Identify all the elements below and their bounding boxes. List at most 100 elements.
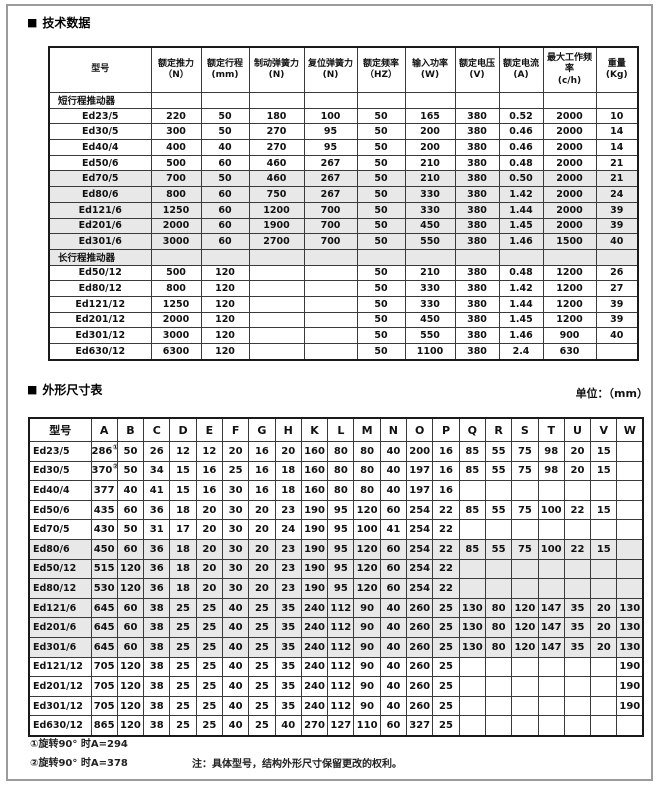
cell: 50 xyxy=(356,139,406,156)
cell: 25 xyxy=(248,597,276,619)
cell xyxy=(511,676,539,697)
cell: 50 xyxy=(356,264,406,282)
cell: 120 xyxy=(353,578,381,599)
cell xyxy=(458,656,486,678)
cell: 55 xyxy=(484,441,513,462)
cell: 25 xyxy=(248,636,276,658)
cell: 39 xyxy=(595,295,639,313)
cell: 36 xyxy=(143,538,171,560)
column-header: K xyxy=(300,417,329,442)
model-cell: Ed121/12 xyxy=(28,656,92,678)
cell xyxy=(563,519,592,540)
column-header: Q xyxy=(458,417,486,442)
cell: 10 xyxy=(595,107,639,125)
column-header: 额定频率 （HZ） xyxy=(356,46,406,93)
cell: 240 xyxy=(300,597,329,619)
cell: 50 xyxy=(356,170,406,188)
cell: 1200 xyxy=(542,295,597,313)
cell xyxy=(404,92,456,109)
cell: 3000 xyxy=(150,327,202,344)
model-cell: Ed121/12 xyxy=(48,295,152,313)
cell: 260 xyxy=(406,597,434,619)
cell: 35 xyxy=(563,617,592,638)
cell: 240 xyxy=(300,636,329,658)
cell: 40 xyxy=(379,480,408,501)
cell: 120 xyxy=(511,597,539,619)
cell: 6300 xyxy=(150,342,202,361)
cell xyxy=(248,295,305,313)
cell: 18 xyxy=(169,578,197,599)
cell: 39 xyxy=(595,201,639,219)
cell: 40 xyxy=(116,480,145,501)
cell: 80 xyxy=(353,441,381,462)
cell: 40 xyxy=(274,715,302,737)
cell: 380 xyxy=(454,327,500,344)
cell: 330 xyxy=(404,186,456,203)
cell: 120 xyxy=(353,538,381,560)
cell: 190 xyxy=(300,499,329,521)
model-cell: Ed201/6 xyxy=(28,617,92,638)
model-cell: Ed50/12 xyxy=(48,264,152,282)
column-header: B xyxy=(116,417,145,442)
cell: 120 xyxy=(511,636,539,658)
cell: 20 xyxy=(590,617,618,638)
cell: 25 xyxy=(432,695,460,717)
cell: 60 xyxy=(200,201,250,219)
cell xyxy=(303,264,358,282)
cell: 120 xyxy=(353,499,381,521)
column-header: V xyxy=(590,417,618,442)
cell: 41 xyxy=(379,519,408,540)
cell xyxy=(616,578,644,599)
cell: 98 xyxy=(537,441,565,462)
cell: 380 xyxy=(454,264,500,282)
column-header: O xyxy=(406,417,434,442)
cell xyxy=(303,92,358,109)
cell: 120 xyxy=(200,342,250,361)
column-header-unit: (A) xyxy=(513,70,529,80)
cell xyxy=(248,342,305,361)
cell xyxy=(484,480,513,501)
cell: 120 xyxy=(200,327,250,344)
cell: 400 xyxy=(150,139,202,156)
cell: 160 xyxy=(300,441,329,462)
cell: 180 xyxy=(248,107,305,125)
cell: 700 xyxy=(303,201,358,219)
column-header-unit: （N） xyxy=(163,70,189,80)
cell: 147 xyxy=(537,597,565,619)
tech-table-body: 短行程推动器 Ed23/5 220 50 180 100 50 165 380 0.52 2000 1… xyxy=(48,92,639,361)
cell: 80 xyxy=(484,617,513,638)
table-row: Ed121/12 705 120 38 25 25 40 25 35 240 112 90 40 260 2… xyxy=(28,656,644,678)
cell: 21 xyxy=(595,170,639,188)
tech-table-header: 型号 额定推力 （N） 额定行程 (mm) 制动弹簧力 (N) 复位弹簧力 (N) 额定频率 （HZ… xyxy=(48,46,639,93)
cell: 1200 xyxy=(542,264,597,282)
column-header: U xyxy=(563,417,592,442)
cell: 0.46 xyxy=(498,139,544,156)
cell: 34 xyxy=(143,460,171,482)
model-cell: Ed50/12 xyxy=(28,558,92,580)
cell: 95 xyxy=(303,123,358,141)
cell: 2000 xyxy=(542,186,597,203)
cell: 39 xyxy=(595,311,639,329)
cell: 16 xyxy=(432,441,460,462)
table-row: Ed50/12 500 120 50 210 380 0.48 1200 26 xyxy=(48,264,639,282)
cell: 0.48 xyxy=(498,264,544,282)
cell: 18 xyxy=(274,480,302,501)
cell: 380 xyxy=(454,107,500,125)
cell: 41 xyxy=(143,480,171,501)
cell: 95 xyxy=(303,139,358,156)
cell xyxy=(595,92,639,109)
column-header: S xyxy=(511,417,539,442)
cell xyxy=(454,92,500,109)
cell: 112 xyxy=(327,597,355,619)
cell: 147 xyxy=(537,617,565,638)
cell: 240 xyxy=(300,695,329,717)
cell: 200 xyxy=(406,441,434,462)
cell: 75 xyxy=(511,538,539,560)
cell xyxy=(458,578,486,599)
cell: 130 xyxy=(616,617,644,638)
cell xyxy=(563,676,592,697)
column-header-unit: (W) xyxy=(420,70,440,80)
table-row: Ed30/5370②503415162516181608080401971685… xyxy=(28,460,644,482)
column-header-unit: (V) xyxy=(469,70,485,80)
cell: 25 xyxy=(195,597,223,619)
